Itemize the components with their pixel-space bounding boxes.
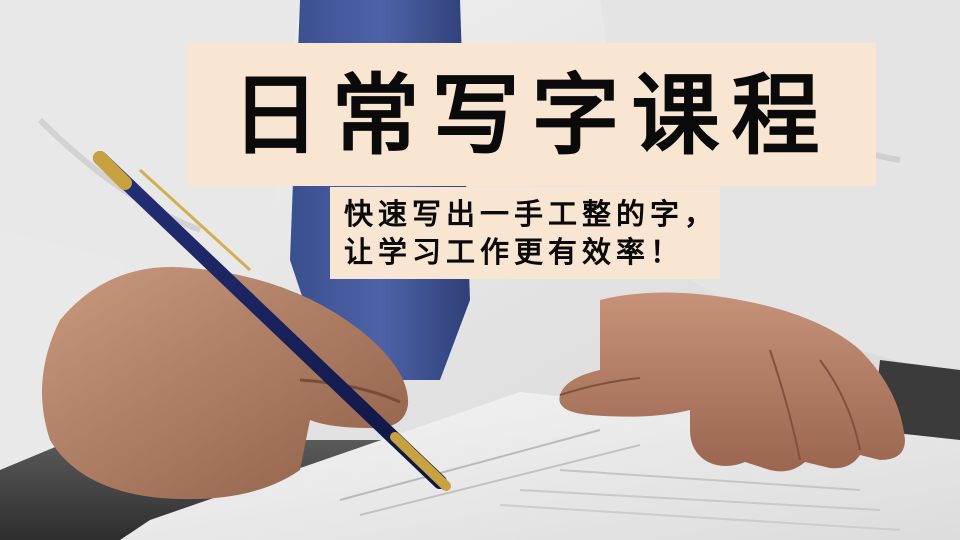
subtitle-line-1: 快速写出一手工整的字， [344, 197, 719, 231]
page-title: 日常写字课程 [231, 62, 832, 167]
subtitle-line-2: 让学习工作更有效率！ [344, 235, 685, 269]
subtitle-banner: 快速写出一手工整的字， 让学习工作更有效率！ [330, 187, 720, 279]
title-banner: 日常写字课程 [187, 43, 876, 186]
